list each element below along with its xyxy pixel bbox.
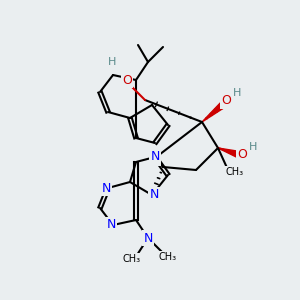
Text: O: O — [122, 74, 132, 86]
Text: N: N — [101, 182, 111, 194]
Text: N: N — [150, 149, 160, 163]
Text: H: H — [233, 88, 241, 98]
Polygon shape — [202, 100, 227, 122]
Text: H: H — [108, 57, 116, 67]
Text: O: O — [237, 148, 247, 161]
Text: O: O — [150, 152, 160, 164]
Polygon shape — [218, 148, 241, 158]
Text: N: N — [143, 232, 153, 244]
Text: CH₃: CH₃ — [159, 252, 177, 262]
Text: N: N — [106, 218, 116, 232]
Text: CH₃: CH₃ — [226, 167, 244, 177]
Text: O: O — [221, 94, 231, 107]
Text: CH₃: CH₃ — [123, 254, 141, 264]
Text: H: H — [249, 142, 257, 152]
Text: N: N — [149, 188, 159, 202]
